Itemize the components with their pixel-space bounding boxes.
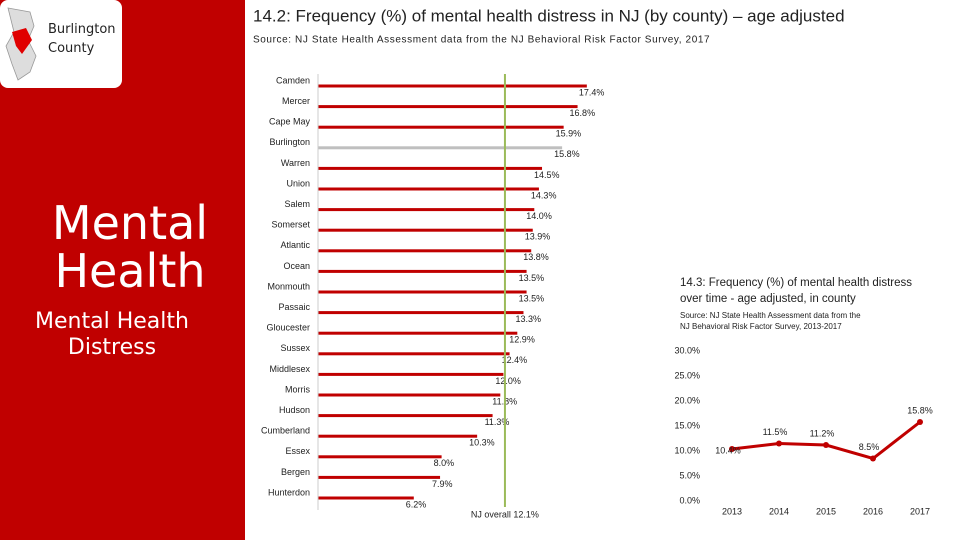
category-label: Cape May [269, 117, 311, 127]
value-label: 17.4% [579, 87, 605, 97]
x-tick-label: 2017 [910, 506, 930, 516]
bar [318, 228, 533, 232]
category-label: Bergen [281, 467, 310, 477]
bar [318, 434, 478, 438]
bar [318, 146, 563, 150]
category-label: Passaic [278, 302, 310, 312]
category-label: Salem [284, 199, 310, 209]
x-tick-label: 2014 [769, 506, 789, 516]
chart-subtitle: Source: NJ State Health Assessment data … [680, 311, 861, 331]
value-label: 11.2% [810, 428, 835, 438]
category-label: Somerset [271, 220, 310, 230]
value-label: 15.8% [907, 405, 933, 415]
bar [318, 372, 504, 376]
badge-line1: Burlington County [48, 22, 116, 56]
point [776, 440, 782, 447]
bar [318, 290, 527, 294]
value-label: 8.0% [434, 458, 455, 468]
value-label: 13.3% [515, 314, 541, 324]
point [870, 455, 876, 462]
value-label: 12.0% [495, 376, 521, 386]
category-label: Warren [281, 158, 310, 168]
y-tick-label: 0.0% [679, 495, 700, 505]
chart-title: 14.2: Frequency (%) of mental health dis… [253, 6, 845, 25]
category-label: Atlantic [280, 240, 310, 250]
value-label: 6.2% [406, 499, 427, 509]
bar [318, 166, 543, 170]
value-label: 7.9% [432, 479, 453, 489]
value-label: 14.0% [526, 211, 552, 221]
category-label: Gloucester [266, 323, 310, 333]
y-tick-label: 20.0% [674, 395, 700, 405]
x-tick-label: 2013 [722, 506, 742, 516]
value-label: 10.3% [469, 438, 495, 448]
y-tick-label: 30.0% [674, 345, 700, 355]
category-label: Sussex [280, 343, 310, 353]
bar [318, 475, 441, 479]
category-label: Burlington [269, 137, 310, 147]
value-label: 13.8% [523, 252, 549, 262]
x-tick-label: 2016 [863, 506, 883, 516]
bar [318, 311, 524, 315]
value-label: 10.4% [715, 445, 741, 455]
value-label: 14.3% [531, 190, 557, 200]
value-label: 11.3% [485, 417, 510, 427]
bar [318, 496, 414, 500]
bar [318, 187, 539, 191]
category-label: Essex [285, 446, 310, 456]
value-label: 11.5% [763, 427, 788, 437]
bar [318, 331, 518, 335]
bar [318, 125, 564, 129]
category-label: Hudson [279, 405, 310, 415]
value-label: 15.8% [554, 149, 580, 159]
value-label: 14.5% [534, 170, 560, 180]
chart-subtitle: Source: NJ State Health Assessment data … [253, 35, 710, 46]
value-label: 12.4% [502, 355, 528, 365]
chart-title: 14.3: Frequency (%) of mental health dis… [680, 277, 912, 305]
heading: Mental Health [52, 196, 208, 298]
category-label: Mercer [282, 96, 310, 106]
point [917, 419, 923, 425]
bar [318, 208, 535, 212]
bar [318, 105, 578, 109]
value-label: 12.9% [509, 335, 535, 345]
point [823, 442, 829, 448]
bar [318, 393, 501, 397]
category-label: Camden [276, 75, 310, 85]
bar [318, 269, 527, 273]
bar [318, 414, 493, 418]
category-label: Ocean [283, 261, 310, 271]
value-label: 16.8% [570, 108, 596, 118]
side-band [0, 0, 245, 540]
subheading: Mental Health Distress [35, 309, 189, 360]
value-label: 13.5% [519, 293, 545, 303]
y-tick-label: 15.0% [674, 420, 700, 430]
bar [318, 84, 587, 88]
y-tick-label: 10.0% [674, 445, 700, 455]
map-highlight [12, 28, 32, 54]
category-label: Hunterdon [268, 487, 310, 497]
y-tick-label: 25.0% [674, 370, 700, 380]
bar [318, 455, 442, 459]
category-label: Cumberland [261, 426, 310, 436]
reference-label: NJ overall 12.1% [471, 509, 539, 519]
value-label: 15.9% [556, 129, 582, 139]
value-label: 8.5% [859, 442, 880, 452]
category-label: Union [286, 178, 310, 188]
point [729, 446, 735, 452]
bar [318, 352, 510, 356]
category-label: Monmouth [267, 281, 310, 291]
value-label: 13.5% [519, 273, 545, 283]
y-tick-label: 5.0% [679, 470, 700, 480]
value-label: 13.9% [525, 232, 551, 242]
x-tick-label: 2015 [816, 506, 836, 516]
bar [318, 249, 532, 253]
category-label: Morris [285, 384, 310, 394]
category-label: Middlesex [269, 364, 310, 374]
